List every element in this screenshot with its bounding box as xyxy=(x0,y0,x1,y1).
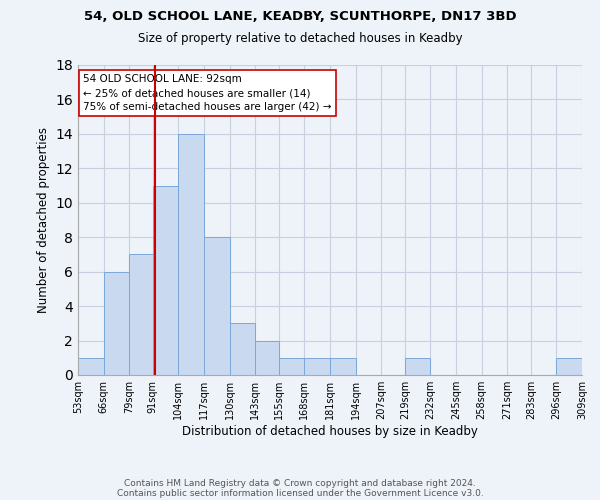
Bar xyxy=(78,358,104,375)
Bar xyxy=(153,186,178,375)
Bar xyxy=(556,358,582,375)
Bar xyxy=(405,358,430,375)
Bar xyxy=(178,134,204,375)
X-axis label: Distribution of detached houses by size in Keadby: Distribution of detached houses by size … xyxy=(182,425,478,438)
Text: Contains public sector information licensed under the Government Licence v3.0.: Contains public sector information licen… xyxy=(116,488,484,498)
Bar xyxy=(230,324,255,375)
Bar xyxy=(104,272,129,375)
Text: Size of property relative to detached houses in Keadby: Size of property relative to detached ho… xyxy=(137,32,463,45)
Bar xyxy=(330,358,356,375)
Text: Contains HM Land Registry data © Crown copyright and database right 2024.: Contains HM Land Registry data © Crown c… xyxy=(124,478,476,488)
Text: 54, OLD SCHOOL LANE, KEADBY, SCUNTHORPE, DN17 3BD: 54, OLD SCHOOL LANE, KEADBY, SCUNTHORPE,… xyxy=(83,10,517,22)
Bar xyxy=(279,358,304,375)
Bar xyxy=(255,340,279,375)
Y-axis label: Number of detached properties: Number of detached properties xyxy=(37,127,50,313)
Text: 54 OLD SCHOOL LANE: 92sqm
← 25% of detached houses are smaller (14)
75% of semi-: 54 OLD SCHOOL LANE: 92sqm ← 25% of detac… xyxy=(83,74,332,112)
Bar xyxy=(304,358,330,375)
Bar xyxy=(129,254,153,375)
Bar xyxy=(204,237,230,375)
